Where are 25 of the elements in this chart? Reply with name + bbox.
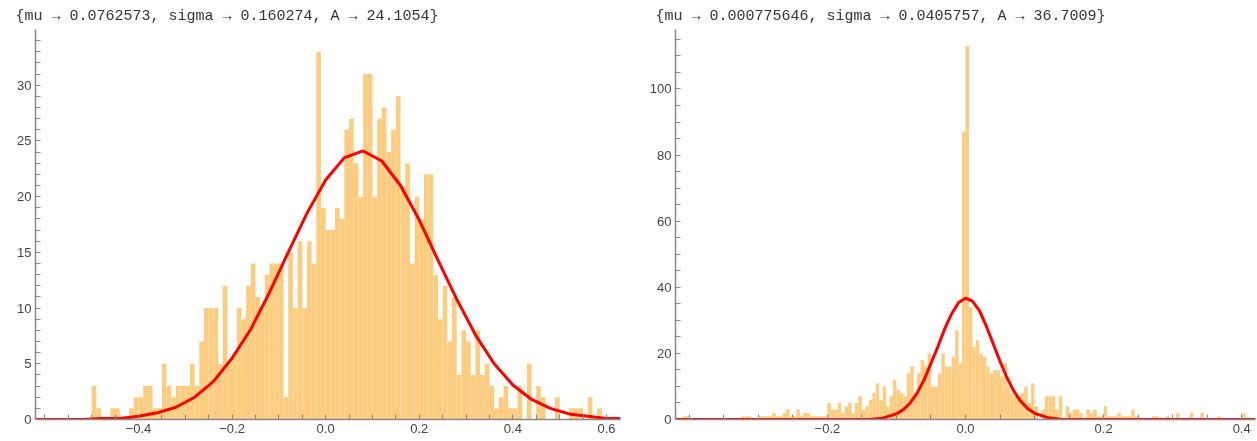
x-tick-label: 0.6	[597, 420, 616, 436]
x-tick-label: −0.4	[125, 420, 152, 436]
x-tick-label: 0.0	[316, 420, 335, 436]
y-tick-label: 40	[657, 279, 672, 295]
x-tick-label: −0.2	[814, 420, 841, 436]
x-tick-label: 0.4	[1232, 420, 1251, 436]
x-tick-label: 0.4	[503, 420, 522, 436]
y-tick-label: 30	[17, 77, 32, 93]
y-tick-label: 80	[657, 147, 672, 163]
y-tick-label: 0	[664, 412, 672, 427]
chart-title: {mu → 0.000775646, sigma → 0.0405757, A → 36.7009}	[655, 7, 1106, 25]
x-tick-label: −0.2	[219, 420, 245, 436]
x-tick-label: 0.0	[956, 420, 975, 436]
y-tick-label: 25	[17, 133, 32, 149]
y-tick-label: 20	[657, 345, 672, 361]
x-tick-label: 0.2	[410, 420, 429, 436]
y-tick-label: 60	[657, 213, 672, 229]
y-tick-label: 0	[24, 412, 32, 427]
x-tick-label: 0.2	[1094, 420, 1113, 436]
y-tick-label: 10	[17, 300, 32, 316]
y-tick-label: 15	[17, 244, 32, 260]
chart-title: {mu → 0.0762573, sigma → 0.160274, A → 24.1054}	[15, 7, 439, 25]
y-tick-label: 100	[649, 81, 672, 97]
y-tick-label: 5	[24, 356, 32, 372]
y-tick-label: 20	[17, 189, 32, 205]
